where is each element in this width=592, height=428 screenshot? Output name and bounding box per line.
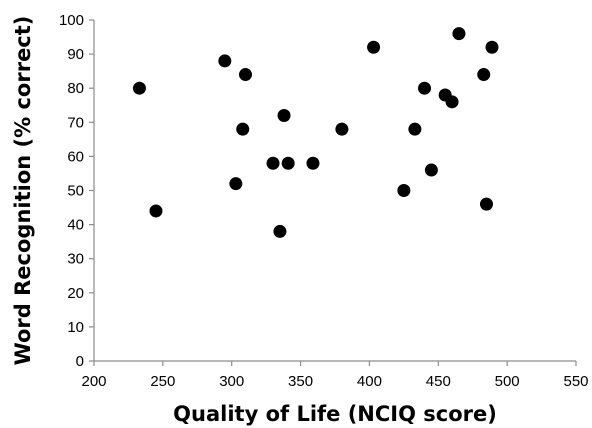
data-point [485,40,499,54]
x-tick-label: 500 [495,373,520,390]
data-point [445,95,459,109]
data-point [397,184,411,197]
x-axis-title: Quality of Life (NCIQ score) [173,402,497,426]
y-tick-label: 20 [67,285,84,302]
data-point [367,40,381,54]
data-point [277,108,291,122]
x-tick-label: 400 [357,373,382,390]
data-point [479,197,493,211]
y-tick-label: 30 [67,251,84,268]
axes: 0 10 20 30 40 50 60 70 80 90 100 200 250 300 350 400 45… [59,12,589,390]
x-tick-label: 550 [563,373,588,390]
data-point [266,156,280,170]
data-point [424,163,438,177]
data-point [238,68,252,82]
data-point [477,68,491,82]
data-point [132,81,146,95]
data-point [281,156,295,170]
y-tick-label: 70 [67,114,84,131]
data-point [452,27,466,41]
data-point [335,122,349,136]
data-point [236,122,250,136]
data-points [132,27,499,238]
data-point [408,122,422,136]
y-tick-label: 80 [67,80,84,97]
y-tick-label: 40 [67,217,84,234]
data-point [273,224,287,238]
data-point [149,204,163,218]
x-tick-label: 250 [150,373,175,390]
data-point [218,54,232,68]
y-ticks: 0 10 20 30 40 50 60 70 80 90 100 [59,12,94,370]
x-tick-label: 350 [288,373,313,390]
y-tick-label: 60 [67,148,84,165]
data-point [418,81,432,95]
data-point [229,177,243,191]
data-point [306,156,320,170]
y-tick-label: 50 [67,183,84,200]
x-tick-label: 300 [219,373,244,390]
y-tick-label: 90 [67,46,84,63]
y-tick-label: 10 [67,319,84,336]
x-ticks: 200 250 300 350 400 450 500 550 [81,361,589,390]
y-axis-title: Word Recognition (% correct) [11,16,35,366]
y-tick-label: 100 [59,12,84,29]
y-tick-label: 0 [76,353,84,370]
x-tick-label: 450 [426,373,451,390]
x-tick-label: 200 [81,373,106,390]
